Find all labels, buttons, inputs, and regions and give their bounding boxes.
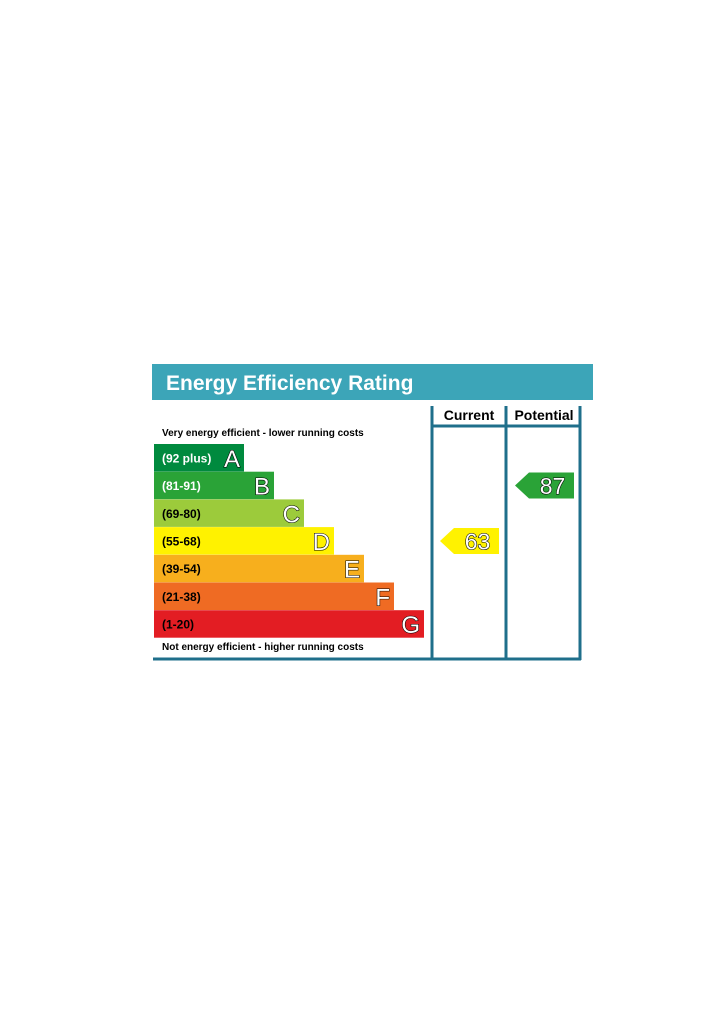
band-d-bar — [154, 527, 334, 555]
band-b-range: (81-91) — [162, 479, 201, 493]
rating-markers: 63 87 — [440, 472, 574, 555]
band-f-range: (21-38) — [162, 590, 201, 604]
band-f-letter: F — [375, 584, 390, 611]
band-c-bar — [154, 499, 304, 527]
band-e-range: (39-54) — [162, 562, 201, 576]
potential-rating-value: 87 — [540, 473, 566, 499]
band-b-letter: B — [254, 474, 270, 501]
band-d-range: (55-68) — [162, 534, 201, 548]
band-a-range: (92 plus) — [162, 451, 211, 465]
current-rating-value: 63 — [465, 528, 491, 554]
band-b-bar — [154, 471, 274, 500]
title-bar — [152, 364, 593, 400]
chart-frame — [153, 406, 582, 661]
current-rating-arrow — [440, 527, 499, 554]
band-g-letter: G — [401, 612, 420, 639]
band-f-bar — [154, 582, 394, 610]
band-e-letter: E — [344, 557, 360, 584]
rating-bands: (92 plus) A (81-91) B (69-80) C (55-68) D (39-54… — [154, 444, 424, 640]
band-c-letter: C — [283, 501, 300, 528]
band-a-bar — [154, 444, 244, 472]
top-note: Very energy efficient - lower running co… — [162, 428, 364, 439]
column-header-current: Current — [444, 407, 495, 423]
bottom-note: Not energy efficient - higher running co… — [162, 642, 364, 653]
potential-rating-arrow — [515, 472, 574, 499]
band-e-bar — [154, 554, 364, 583]
band-g-range: (1-20) — [162, 618, 194, 632]
column-header-potential: Potential — [514, 407, 573, 423]
band-c-range: (69-80) — [162, 507, 201, 521]
band-g-bar — [154, 610, 424, 638]
band-d-letter: D — [313, 529, 330, 556]
chart-title: Energy Efficiency Rating — [166, 372, 413, 395]
band-a-letter: A — [224, 446, 240, 473]
